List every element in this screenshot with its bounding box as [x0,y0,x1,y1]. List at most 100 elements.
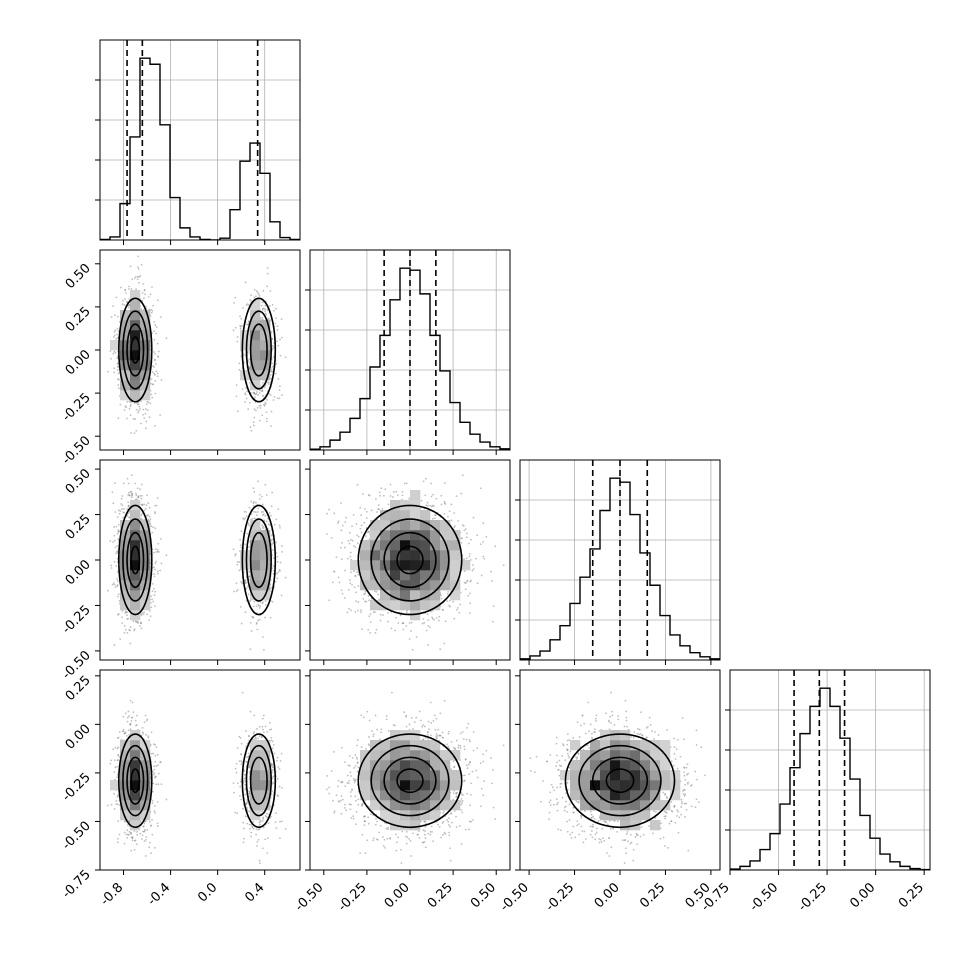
sample-point [326,775,328,777]
sample-point [359,527,362,530]
density-cell [640,810,651,821]
sample-point [721,794,723,796]
density-cell [650,800,661,811]
sample-point [667,846,669,849]
sample-point [135,275,137,278]
sample-point [336,522,339,524]
sample-point [377,508,380,511]
sample-point [494,545,497,548]
sample-point [580,814,582,817]
sample-point [349,808,352,811]
sample-point [387,826,390,829]
sample-point [141,834,144,837]
sample-point [245,515,248,518]
sample-point [157,355,159,358]
sample-point [252,827,255,830]
sample-point [232,782,235,785]
sample-point [263,403,266,406]
sample-point [351,789,353,792]
sample-point [475,769,478,772]
sample-point [156,299,159,302]
sample-point [117,417,120,420]
sample-point [569,833,572,836]
sample-point [147,735,149,738]
sample-point [110,567,113,569]
sample-point [265,812,268,815]
sample-point [116,357,119,360]
sample-point [117,841,119,844]
sample-point [279,526,281,529]
sample-point [150,601,152,604]
sample-point [678,816,681,819]
sample-point [452,760,455,762]
sample-point [153,810,156,812]
sample-point [657,734,660,736]
sample-point [258,419,261,422]
density-cell [640,750,651,761]
density-cell [370,520,381,531]
sample-point [568,739,571,741]
sample-point [157,783,160,786]
density-cell [240,550,251,561]
sample-point [131,837,134,840]
sample-point [608,820,611,822]
sample-point [111,583,114,586]
sample-point [124,712,127,715]
sample-point [443,500,446,503]
sample-point [238,368,241,371]
density-cell [120,790,131,801]
sample-point [597,819,600,822]
sample-point [258,405,261,407]
sample-point [371,730,373,732]
density-cell [360,570,371,581]
sample-point [265,411,268,414]
sample-point [154,512,156,515]
sample-point [652,832,654,835]
sample-point [625,833,628,835]
sample-point [385,715,388,717]
sample-point [603,839,606,842]
sample-point [133,277,136,280]
sample-point [389,495,392,497]
sample-point [453,512,456,514]
sample-point [468,828,470,831]
sample-point [247,523,250,526]
density-cell [580,760,591,771]
density-cell [250,320,261,331]
sample-point [264,616,266,619]
sample-point [401,830,404,833]
sample-point [141,611,144,614]
sample-point [279,837,281,840]
density-cell [130,770,141,781]
sample-point [368,719,371,722]
sample-point [127,501,130,504]
sample-point [264,514,267,517]
sample-point [347,539,350,542]
sample-point [703,774,706,777]
sample-point [430,482,432,485]
density-cell [450,750,461,761]
sample-point [156,753,159,756]
density-cell [390,600,401,611]
sample-point [394,629,396,632]
sample-point [159,569,162,572]
sample-point [435,616,438,619]
sample-point [148,846,151,849]
sample-point [413,721,416,724]
sample-point [376,511,378,513]
density-cell [610,760,621,771]
sample-point [127,482,130,485]
density-cell [120,310,131,321]
density-cell [410,540,421,551]
sample-point [455,609,458,611]
sample-point [629,833,632,836]
sample-point [623,725,626,728]
sample-point [392,496,394,498]
sample-point [468,555,471,558]
sample-point [139,494,142,497]
sample-point [153,575,156,578]
sample-point [252,616,254,619]
sample-point [246,532,248,535]
sample-point [590,813,593,816]
sample-point [121,495,124,497]
